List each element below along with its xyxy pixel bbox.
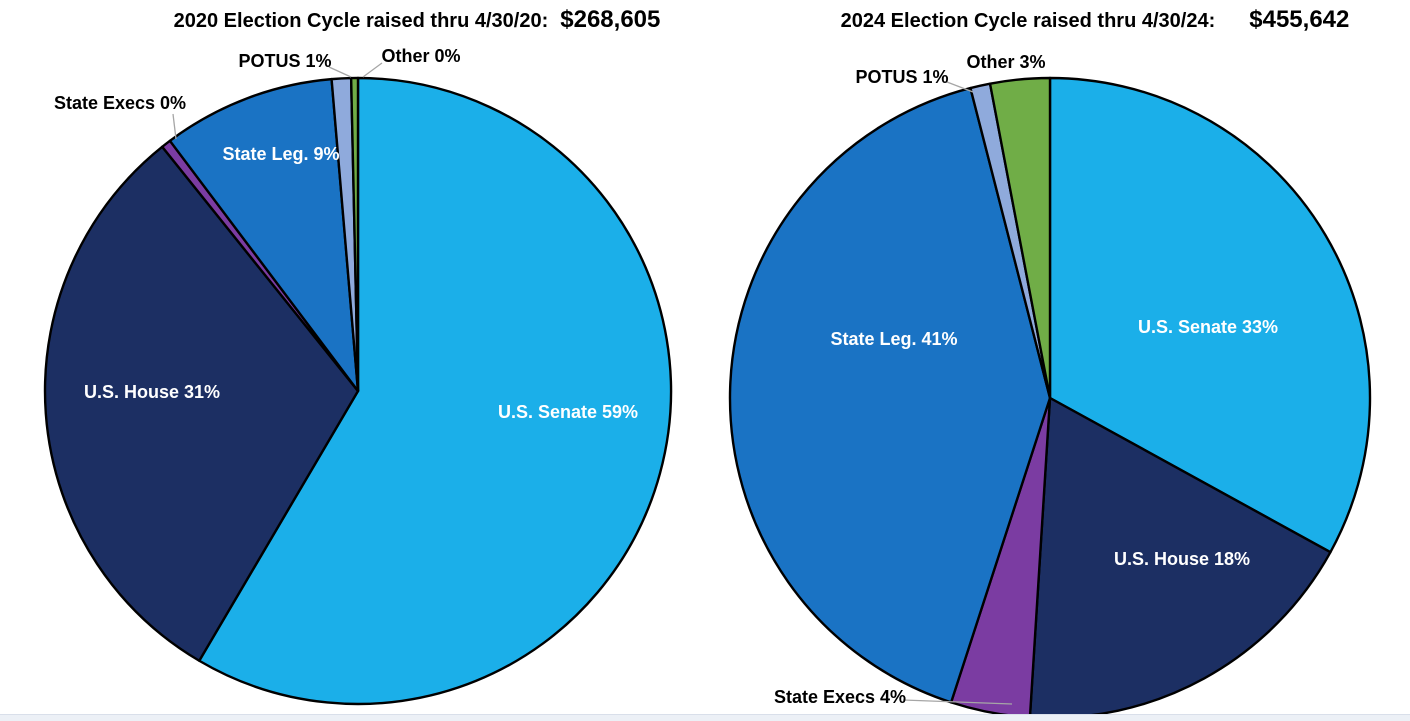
chart-title-2020-amount: $268,605 [560, 6, 661, 33]
slice-label-2020-potus: POTUS 1% [238, 51, 332, 72]
pie-2020-slice-state-leg [168, 77, 360, 393]
chart-title-2024: 2024 Election Cycle raised thru 4/30/24:… [841, 6, 1350, 34]
slice-label-2024-potus: POTUS 1% [855, 67, 949, 88]
pie-2020-slice-u-s-house [43, 145, 360, 662]
slice-label-2024-state-leg: State Leg. 41% [830, 329, 958, 350]
chart-title-2024-amount: $455,642 [1249, 6, 1350, 33]
leader-line-2020-other [362, 62, 383, 78]
slice-label-2020-u-s-house: U.S. House 31% [83, 382, 221, 403]
slice-label-2024-u-s-senate: U.S. Senate 33% [1137, 317, 1279, 338]
chart-title-2020: 2020 Election Cycle raised thru 4/30/20:… [174, 6, 661, 34]
slice-label-2024-u-s-house: U.S. House 18% [1113, 549, 1251, 570]
chart-title-2024-text: 2024 Election Cycle raised thru 4/30/24: [840, 10, 1216, 32]
leader-line-2020-potus [328, 66, 352, 78]
slice-label-2020-state-execs: State Execs 0% [53, 93, 187, 114]
leader-line-2024-potus [946, 81, 974, 93]
slice-label-2020-u-s-senate: U.S. Senate 59% [497, 402, 639, 423]
pie-2020-slice-other [349, 76, 360, 393]
pie-2024-slice-state-leg [728, 86, 1052, 704]
pie-2024-slice-other [988, 76, 1052, 400]
chart-title-2020-text: 2020 Election Cycle raised thru 4/30/20: [173, 10, 549, 32]
pie-2020-slice-u-s-senate [198, 76, 673, 706]
leader-line-2024-state-execs [902, 699, 1013, 705]
bottom-edge-strip [0, 714, 1410, 721]
slice-label-2020-other: Other 0% [381, 46, 461, 67]
slice-label-2020-state-leg: State Leg. 9% [222, 144, 340, 165]
slice-label-2024-state-execs: State Execs 4% [773, 687, 907, 708]
pie-2024-slice-u-s-senate [1048, 76, 1372, 554]
slice-label-2024-other: Other 3% [966, 52, 1046, 73]
leader-line-2020-state-execs [172, 113, 177, 140]
